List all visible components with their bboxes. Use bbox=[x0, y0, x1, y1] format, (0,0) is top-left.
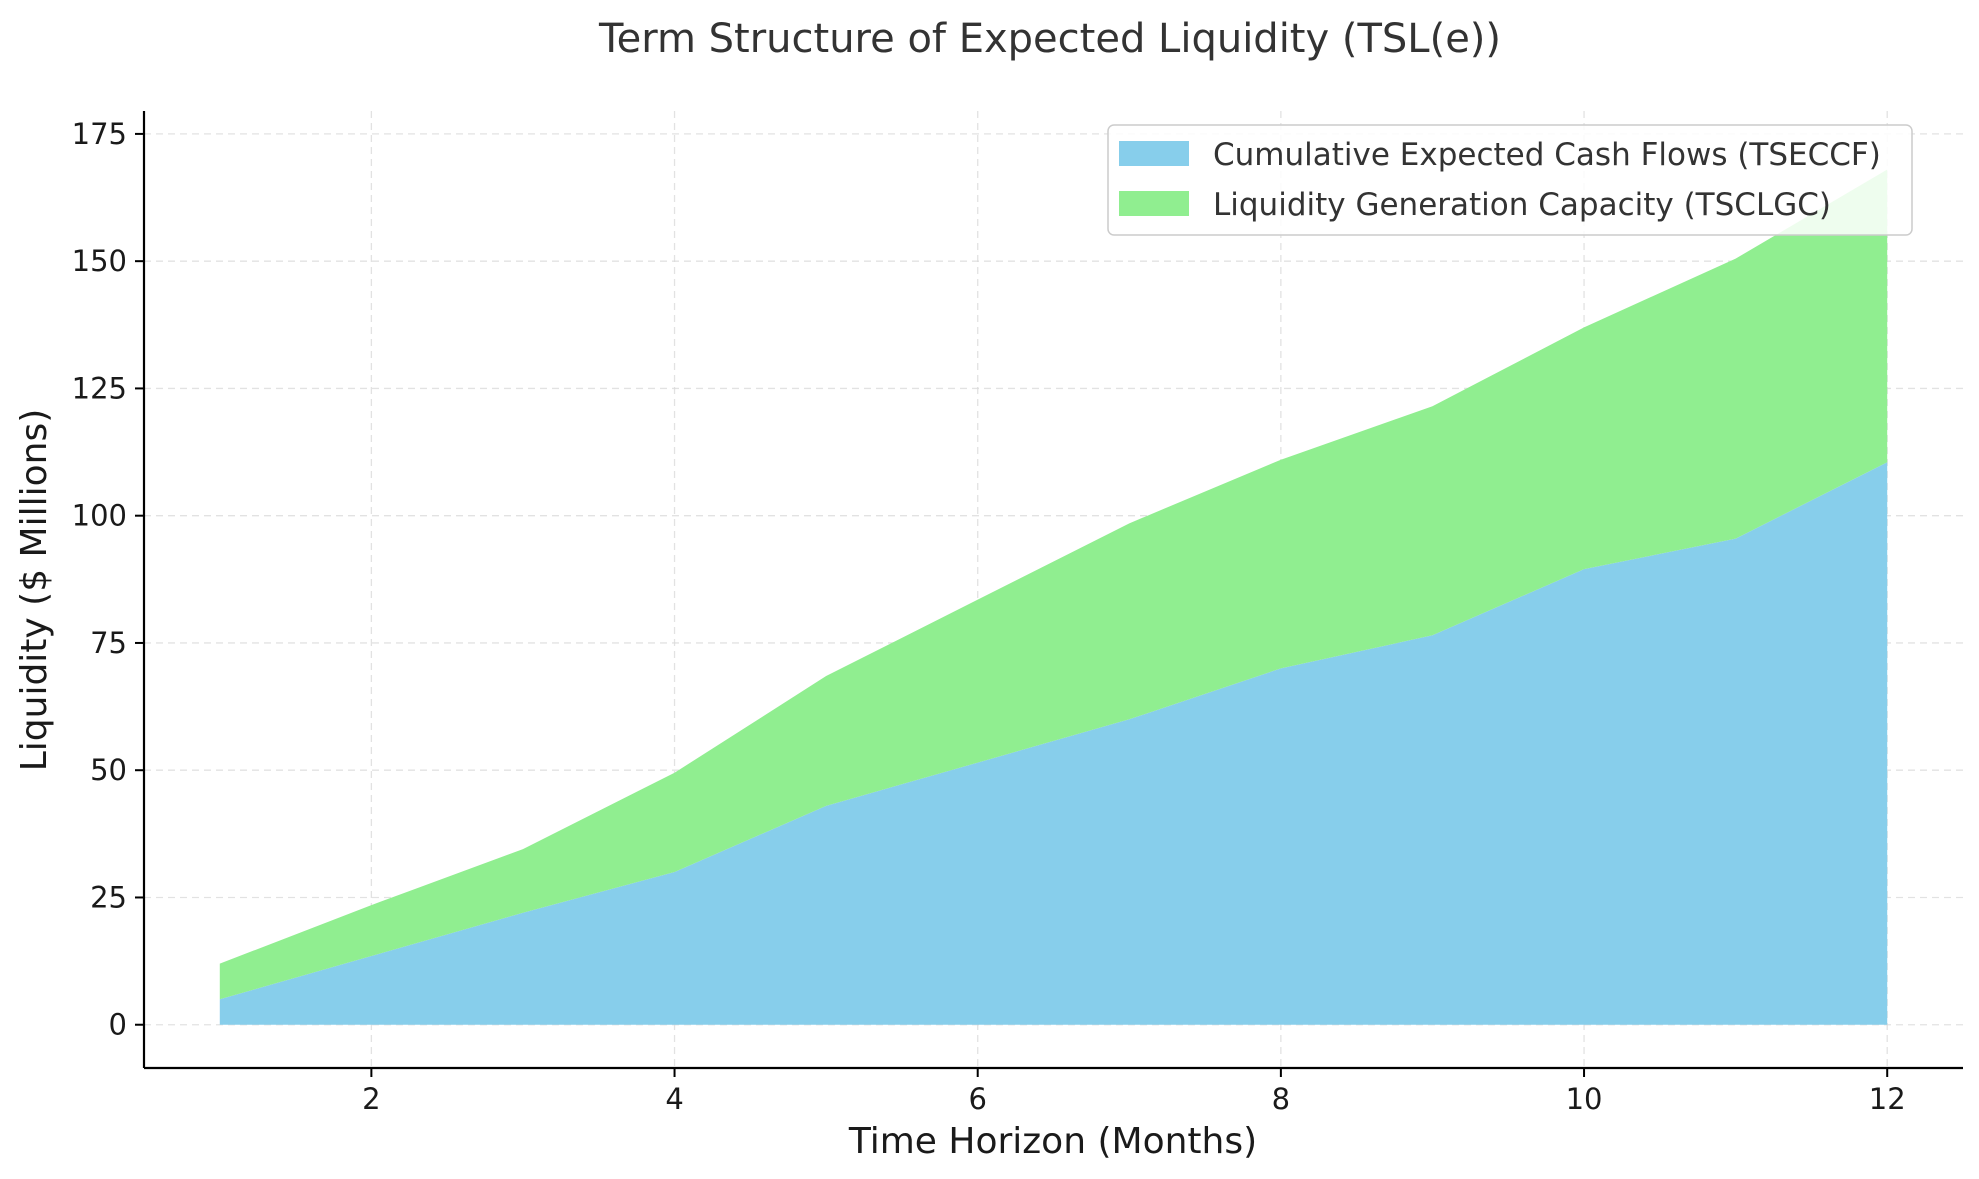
x-tick-label: 6 bbox=[968, 1082, 986, 1116]
y-tick-label: 175 bbox=[72, 117, 127, 151]
y-ticks: 0 25 50 75 100 125 150 175 bbox=[72, 117, 144, 1042]
y-tick-label: 25 bbox=[90, 880, 127, 914]
x-ticks: 2 4 6 8 10 12 bbox=[362, 1068, 1906, 1116]
x-tick-label: 2 bbox=[362, 1082, 380, 1116]
y-tick-label: 75 bbox=[90, 626, 127, 660]
y-axis-label: Liquidity ($ Millions) bbox=[14, 409, 55, 772]
legend-label-cash-flows: Cumulative Expected Cash Flows (TSECCF) bbox=[1213, 137, 1881, 173]
legend-swatch-cash-flows bbox=[1119, 141, 1189, 166]
x-tick-label: 10 bbox=[1566, 1082, 1603, 1116]
legend: Cumulative Expected Cash Flows (TSECCF) … bbox=[1107, 124, 1913, 236]
x-tick-label: 8 bbox=[1272, 1082, 1290, 1116]
plot-areas bbox=[219, 169, 1888, 1025]
legend-swatch-generation-capacity bbox=[1119, 191, 1189, 216]
legend-label-generation-capacity: Liquidity Generation Capacity (TSCLGC) bbox=[1213, 187, 1831, 223]
legend-box bbox=[1107, 124, 1913, 236]
axes bbox=[142, 111, 1963, 1070]
x-tick-label: 4 bbox=[665, 1082, 683, 1116]
y-tick-label: 0 bbox=[109, 1008, 127, 1042]
y-tick-label: 50 bbox=[90, 753, 127, 787]
area-series-0 bbox=[219, 462, 1888, 1025]
x-tick-label: 12 bbox=[1869, 1082, 1906, 1116]
x-axis-label: Time Horizon (Months) bbox=[848, 1121, 1257, 1162]
y-tick-label: 125 bbox=[72, 371, 127, 405]
chart-title: Term Structure of Expected Liquidity (TS… bbox=[598, 16, 1501, 62]
y-tick-label: 150 bbox=[72, 244, 127, 278]
y-tick-label: 100 bbox=[72, 499, 127, 533]
area-series-1 bbox=[219, 169, 1888, 1000]
